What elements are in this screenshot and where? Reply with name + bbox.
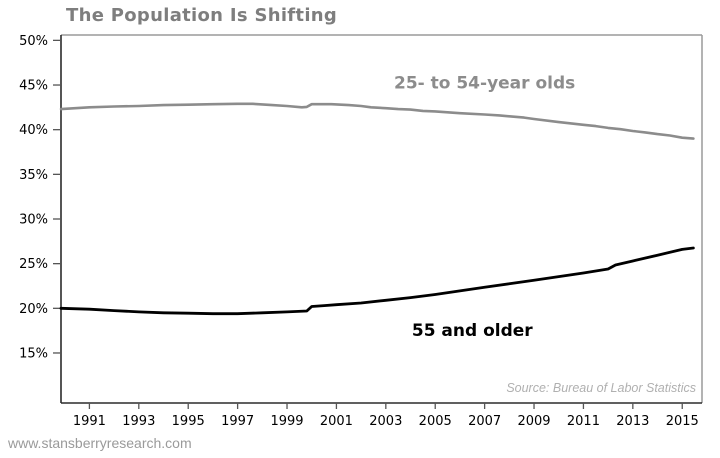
- x-tick-label: 1995: [172, 414, 205, 429]
- x-tick-label: 2007: [468, 414, 501, 429]
- x-tick-label: 2009: [517, 414, 550, 429]
- y-tick-label: 45%: [19, 79, 48, 94]
- x-tick-label: 1993: [122, 414, 155, 429]
- chart-title: The Population Is Shifting: [66, 5, 338, 26]
- x-tick-label: 2003: [369, 414, 402, 429]
- y-tick-label: 35%: [19, 168, 48, 183]
- x-tick-label: 2011: [567, 414, 600, 429]
- x-tick-label: 1997: [221, 414, 254, 429]
- series-label-0: 25- to 54-year olds: [394, 73, 575, 93]
- x-tick-label: 2013: [616, 414, 649, 429]
- x-tick-label: 1991: [73, 414, 106, 429]
- series-line-25-54: [59, 102, 695, 140]
- source-note: Source: Bureau of Labor Statistics: [506, 381, 696, 395]
- website-watermark: www.stansberryresearch.com: [8, 435, 192, 451]
- x-tick-label: 2001: [320, 414, 353, 429]
- x-tick-label: 2015: [666, 414, 699, 429]
- series-line-55-older: [59, 246, 695, 316]
- y-tick-label: 25%: [19, 257, 48, 272]
- x-tick-label: 2005: [419, 414, 452, 429]
- series-label-1: 55 and older: [412, 321, 533, 341]
- y-tick-label: 15%: [19, 346, 48, 361]
- x-tick-label: 1999: [270, 414, 303, 429]
- y-tick-label: 50%: [19, 34, 48, 49]
- y-tick-label: 20%: [19, 302, 48, 317]
- y-tick-label: 40%: [19, 123, 48, 138]
- y-tick-label: 30%: [19, 213, 48, 228]
